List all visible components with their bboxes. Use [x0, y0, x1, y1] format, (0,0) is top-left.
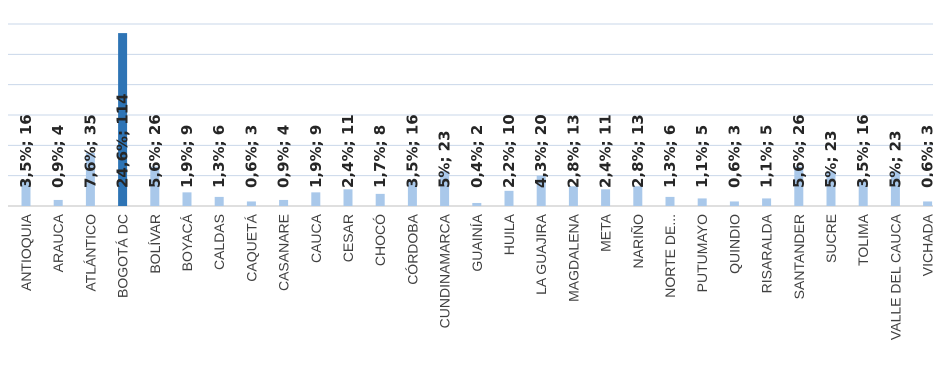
bar [762, 198, 772, 206]
data-label: 5,6%; 26 [790, 114, 808, 188]
category-label: CESAR [340, 214, 356, 262]
bar [311, 192, 321, 206]
data-label: 1,3%; 6 [210, 125, 228, 188]
category-label: NARIÑO [630, 214, 646, 269]
data-label: 1,3%; 6 [661, 125, 679, 188]
data-label: 5%; 23 [822, 130, 840, 188]
category-label: TOLIMA [855, 213, 871, 266]
bar [665, 196, 675, 206]
data-label: 3,5%; 16 [403, 114, 421, 188]
bar [246, 201, 256, 206]
bar [21, 181, 31, 206]
data-label: 0,6%; 3 [725, 125, 743, 188]
bar [53, 199, 63, 206]
bar [182, 192, 192, 206]
data-label: 2,2%; 10 [500, 114, 518, 188]
data-label: 2,4%; 11 [597, 114, 615, 188]
category-label: CHOCÓ [372, 214, 388, 266]
data-label: 1,1%; 5 [693, 125, 711, 188]
data-label: 1,9%; 9 [178, 125, 196, 188]
bar [536, 175, 546, 206]
bar [472, 202, 482, 206]
data-label: 5,6%; 26 [146, 114, 164, 188]
data-label: 1,9%; 9 [307, 125, 325, 188]
category-labels: ANTIOQUIA ARAUCA ATLÁNTICO BOGOTÁ DC BOLÍVAR… [18, 213, 933, 340]
bar [118, 33, 128, 206]
bar [343, 189, 353, 206]
bar [601, 189, 611, 206]
category-label: CALDAS [211, 214, 227, 270]
category-label: ATLÁNTICO [82, 214, 98, 292]
bar [794, 166, 804, 206]
bar [279, 199, 289, 206]
data-label: 3,5%; 16 [854, 114, 872, 188]
data-label: 0,9%; 4 [275, 125, 293, 188]
category-label: CASANARE [276, 214, 292, 291]
category-label: SANTANDER [791, 214, 807, 299]
category-label: SUCRE [823, 214, 839, 263]
category-label: QUINDIO [726, 214, 742, 274]
bar [85, 152, 95, 206]
category-label: GUAINÍA [469, 213, 485, 271]
data-label: 24,6%; 114 [114, 93, 132, 188]
bar [923, 201, 933, 206]
category-label: RISARALDA [759, 213, 775, 293]
bar [858, 181, 868, 206]
category-label: META [598, 213, 614, 252]
data-label: 2,8%; 13 [564, 114, 582, 188]
data-label: 0,6%; 3 [919, 125, 933, 188]
bar [407, 181, 417, 206]
data-label: 2,4%; 11 [339, 114, 357, 188]
category-label: CAUCA [308, 213, 324, 263]
gridlines [8, 23, 933, 207]
bar [214, 196, 224, 206]
data-label: 5%; 23 [436, 130, 454, 188]
category-label: NORTE DE... [662, 214, 678, 298]
data-labels: 3,5%; 16 0,9%; 4 7,6%; 35 24,6%; 114 5,6%; 2… [17, 93, 933, 188]
category-label: PUTUMAYO [694, 214, 710, 292]
bar [504, 190, 514, 206]
category-label: CÓRDOBA [404, 213, 420, 284]
bar [633, 186, 643, 206]
category-label: ARAUCA [50, 213, 66, 272]
category-label: BOYACÁ [179, 213, 195, 271]
data-label: 3,5%; 16 [17, 114, 35, 188]
bar [150, 166, 160, 206]
bar [826, 171, 836, 206]
data-label: 5%; 23 [886, 130, 904, 188]
bars [21, 33, 933, 206]
category-label: CAQUETÁ [243, 213, 259, 281]
bar [440, 171, 450, 206]
category-label: CUNDINAMARCA [437, 213, 453, 328]
data-label: 7,6%; 35 [81, 114, 99, 188]
bar [729, 201, 739, 206]
data-label: 1,7%; 8 [371, 125, 389, 188]
data-label: 2,8%; 13 [629, 114, 647, 188]
category-label: HUILA [501, 213, 517, 255]
data-label: 4,3%; 20 [532, 114, 550, 188]
category-label: VICHADA [920, 213, 933, 276]
category-label: BOGOTÁ DC [115, 214, 131, 298]
data-label: 0,6%; 3 [242, 125, 260, 188]
data-label: 0,4%; 2 [468, 125, 486, 188]
bar [697, 198, 707, 206]
bar [890, 171, 900, 206]
category-label: VALLE DEL CAUCA [887, 213, 903, 340]
data-label: 1,1%; 5 [758, 125, 776, 188]
data-label: 0,9%; 4 [49, 125, 67, 188]
category-label: LA GUAJIRA [533, 213, 549, 295]
category-label: BOLÍVAR [147, 214, 163, 274]
bar [375, 193, 385, 206]
bar [568, 186, 578, 206]
category-label: MAGDALENA [565, 213, 581, 302]
category-label: ANTIOQUIA [18, 213, 34, 291]
